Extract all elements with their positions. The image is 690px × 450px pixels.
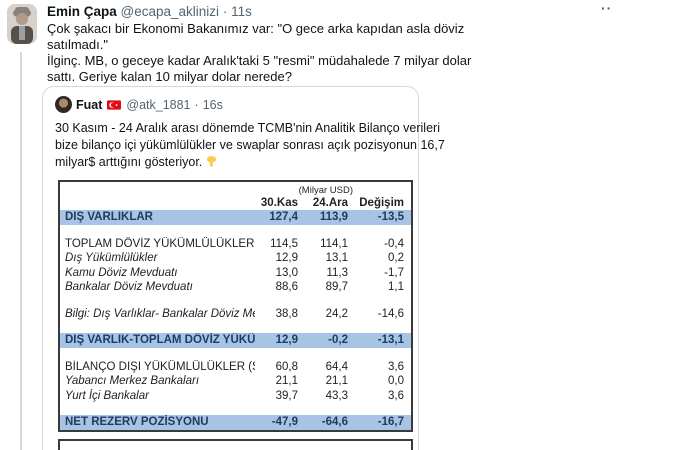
- quoted-text-line: bize bilanço içi yükümlülükler ve swapla…: [55, 138, 445, 152]
- row-label: Dış Yükümlülükler: [65, 252, 158, 264]
- turkey-flag-icon: [107, 99, 122, 110]
- row-label: DIŞ VARLIKLAR: [65, 211, 153, 223]
- quoted-avatar[interactable]: [55, 96, 72, 113]
- table-row: Kamu Döviz Mevduatı 13,0 11,3 -1,7: [60, 266, 411, 281]
- quoted-tweet[interactable]: Fuat @atk_1881 · 16s 30 Kasım - 24 Aralı…: [42, 86, 445, 450]
- row-value: 89,7: [325, 281, 348, 293]
- row-value: 0,0: [388, 375, 404, 387]
- row-label: TOPLAM DÖVİZ YÜKÜMLÜLÜKLERİ: [65, 237, 255, 250]
- table-row: Bilgi: Dış Varlıklar- Bankalar Döviz Mev…: [60, 307, 411, 322]
- table-row: [60, 321, 411, 333]
- table-row: NET REZERV POZİSYONU -47,9 -64,6 -16,7: [60, 415, 411, 430]
- table-row: Yurt İçi Bankalar 39,7 43,3 3,6: [60, 389, 411, 404]
- table-row: [60, 348, 411, 360]
- row-value: -13,5: [377, 211, 404, 223]
- quoted-author-handle[interactable]: @atk_1881: [126, 97, 191, 112]
- table-row: Yabancı Merkez Bankaları 21,1 21,1 0,0: [60, 374, 411, 389]
- timestamp[interactable]: 11s: [231, 4, 252, 19]
- row-label: Bilgi: Dış Varlıklar- Bankalar Döviz Mev…: [65, 307, 255, 320]
- table-row: Bankalar Döviz Mevduatı 88,6 89,7 1,1: [60, 280, 411, 295]
- quoted-text-line: milyar$ arttığını gösteriyor.: [55, 154, 406, 171]
- table-header-row: 30.Kas 24.Ara Değişim: [60, 196, 411, 210]
- row-label: Yurt İçi Bankalar: [65, 389, 149, 402]
- separator-dot: ·: [222, 4, 228, 19]
- column-header: 30.Kas: [260, 197, 298, 209]
- table-unit-label: (Milyar USD): [298, 185, 353, 196]
- balance-table-rows: DIŞ VARLIKLAR 127,4 113,9 -13,5 TOPLAM D…: [60, 210, 411, 430]
- row-value: -14,6: [377, 307, 404, 320]
- author-name[interactable]: Emin Çapa: [47, 4, 117, 19]
- row-value: 0,2: [388, 252, 404, 264]
- row-value: 13,0: [275, 266, 298, 279]
- row-value: -13,1: [377, 334, 404, 346]
- person-with-hat-photo: [7, 4, 37, 44]
- row-value: 21,1: [275, 375, 298, 387]
- row-value: 12,9: [275, 252, 298, 264]
- tweet-text-line: İlginç. MB, o geceye kadar Aralık'taki 5…: [47, 53, 472, 68]
- row-value: 114,1: [320, 237, 348, 250]
- tweet-header: Emin Çapa @ecapa_aklinizi · 11s: [47, 4, 252, 19]
- row-label: Kamu Döviz Mevduatı: [65, 266, 178, 279]
- avatar[interactable]: [7, 4, 37, 44]
- author-handle[interactable]: @ecapa_aklinizi: [120, 4, 220, 19]
- row-label: Bankalar Döviz Mevduatı: [65, 281, 193, 293]
- row-value: -0,4: [384, 237, 404, 250]
- balance-sheet-table-image[interactable]: (Milyar USD) 30.Kas 24.Ara Değişim DIŞ V…: [58, 180, 413, 432]
- row-value: 64,4: [325, 360, 348, 373]
- row-label: DIŞ VARLIK-TOPLAM DÖVİZ YÜKÜMLÜLÜKLERİ: [65, 334, 255, 346]
- row-value: 21,1: [325, 375, 348, 387]
- table-row: DIŞ VARLIK-TOPLAM DÖVİZ YÜKÜMLÜLÜKLERİ 1…: [60, 333, 411, 348]
- quoted-author-name[interactable]: Fuat: [76, 97, 103, 112]
- table-row: Dış Yükümlülükler 12,9 13,1 0,2: [60, 251, 411, 266]
- tweet-text-line: satılmadı.": [47, 37, 108, 52]
- table-row: BİLANÇO DIŞI YÜKÜMLÜLÜKLER (Swaplar) 60,…: [60, 360, 411, 375]
- row-value: -0,2: [328, 334, 348, 346]
- row-value: 39,7: [275, 389, 298, 402]
- quoted-tweet-header: Fuat @atk_1881 · 16s: [55, 96, 406, 113]
- tweet-text-line: sattı. Geriye kalan 10 milyar dolar nere…: [47, 69, 292, 84]
- table-row: TOPLAM DÖVİZ YÜKÜMLÜLÜKLERİ 114,5 114,1 …: [60, 237, 411, 252]
- row-value: -64,6: [321, 416, 348, 428]
- row-label: BİLANÇO DIŞI YÜKÜMLÜLÜKLER (Swaplar): [65, 360, 255, 373]
- row-value: 3,6: [388, 389, 404, 402]
- column-header: 24.Ara: [312, 197, 348, 209]
- row-value: 113,9: [319, 211, 348, 223]
- quoted-timestamp[interactable]: 16s: [202, 97, 223, 112]
- row-value: 127,4: [269, 211, 298, 223]
- quoted-text-line: 30 Kasım - 24 Aralık arası dönemde TCMB'…: [55, 121, 440, 135]
- table-row: [60, 403, 411, 415]
- separator-dot: ·: [194, 97, 199, 112]
- row-value: 11,3: [326, 266, 348, 279]
- row-value: 88,6: [275, 281, 298, 293]
- row-label: Yabancı Merkez Bankaları: [65, 375, 200, 387]
- row-value: 24,2: [325, 307, 348, 320]
- tweet-text: Çok şakacı bir Ekonomi Bakanımız var: "O…: [47, 21, 632, 85]
- row-label: NET REZERV POZİSYONU: [65, 416, 209, 428]
- table-row: [60, 225, 411, 237]
- tweet-text-line: Çok şakacı bir Ekonomi Bakanımız var: "O…: [47, 21, 465, 36]
- row-value: 38,8: [275, 307, 298, 320]
- row-value: 114,5: [270, 237, 298, 250]
- row-value: 12,9: [275, 334, 298, 346]
- quoted-tweet-text: 30 Kasım - 24 Aralık arası dönemde TCMB'…: [55, 120, 445, 171]
- row-value: 3,6: [388, 360, 404, 373]
- column-header: Değişim: [359, 197, 404, 209]
- table-row: DIŞ VARLIKLAR 127,4 113,9 -13,5: [60, 210, 411, 225]
- row-value: 13,1: [325, 252, 348, 264]
- more-options-icon[interactable]: ··: [601, 0, 613, 16]
- row-value: 1,1: [388, 281, 404, 293]
- row-value: 60,8: [275, 360, 298, 373]
- thread-connector-line: [20, 52, 22, 450]
- row-value: -16,7: [377, 416, 404, 428]
- table-row: [60, 295, 411, 307]
- row-value: -47,9: [271, 416, 298, 428]
- row-value: -1,7: [384, 266, 404, 279]
- row-value: 43,3: [325, 389, 348, 402]
- pointing-down-emoji-icon: [205, 155, 218, 168]
- next-table-top-edge: [58, 438, 413, 450]
